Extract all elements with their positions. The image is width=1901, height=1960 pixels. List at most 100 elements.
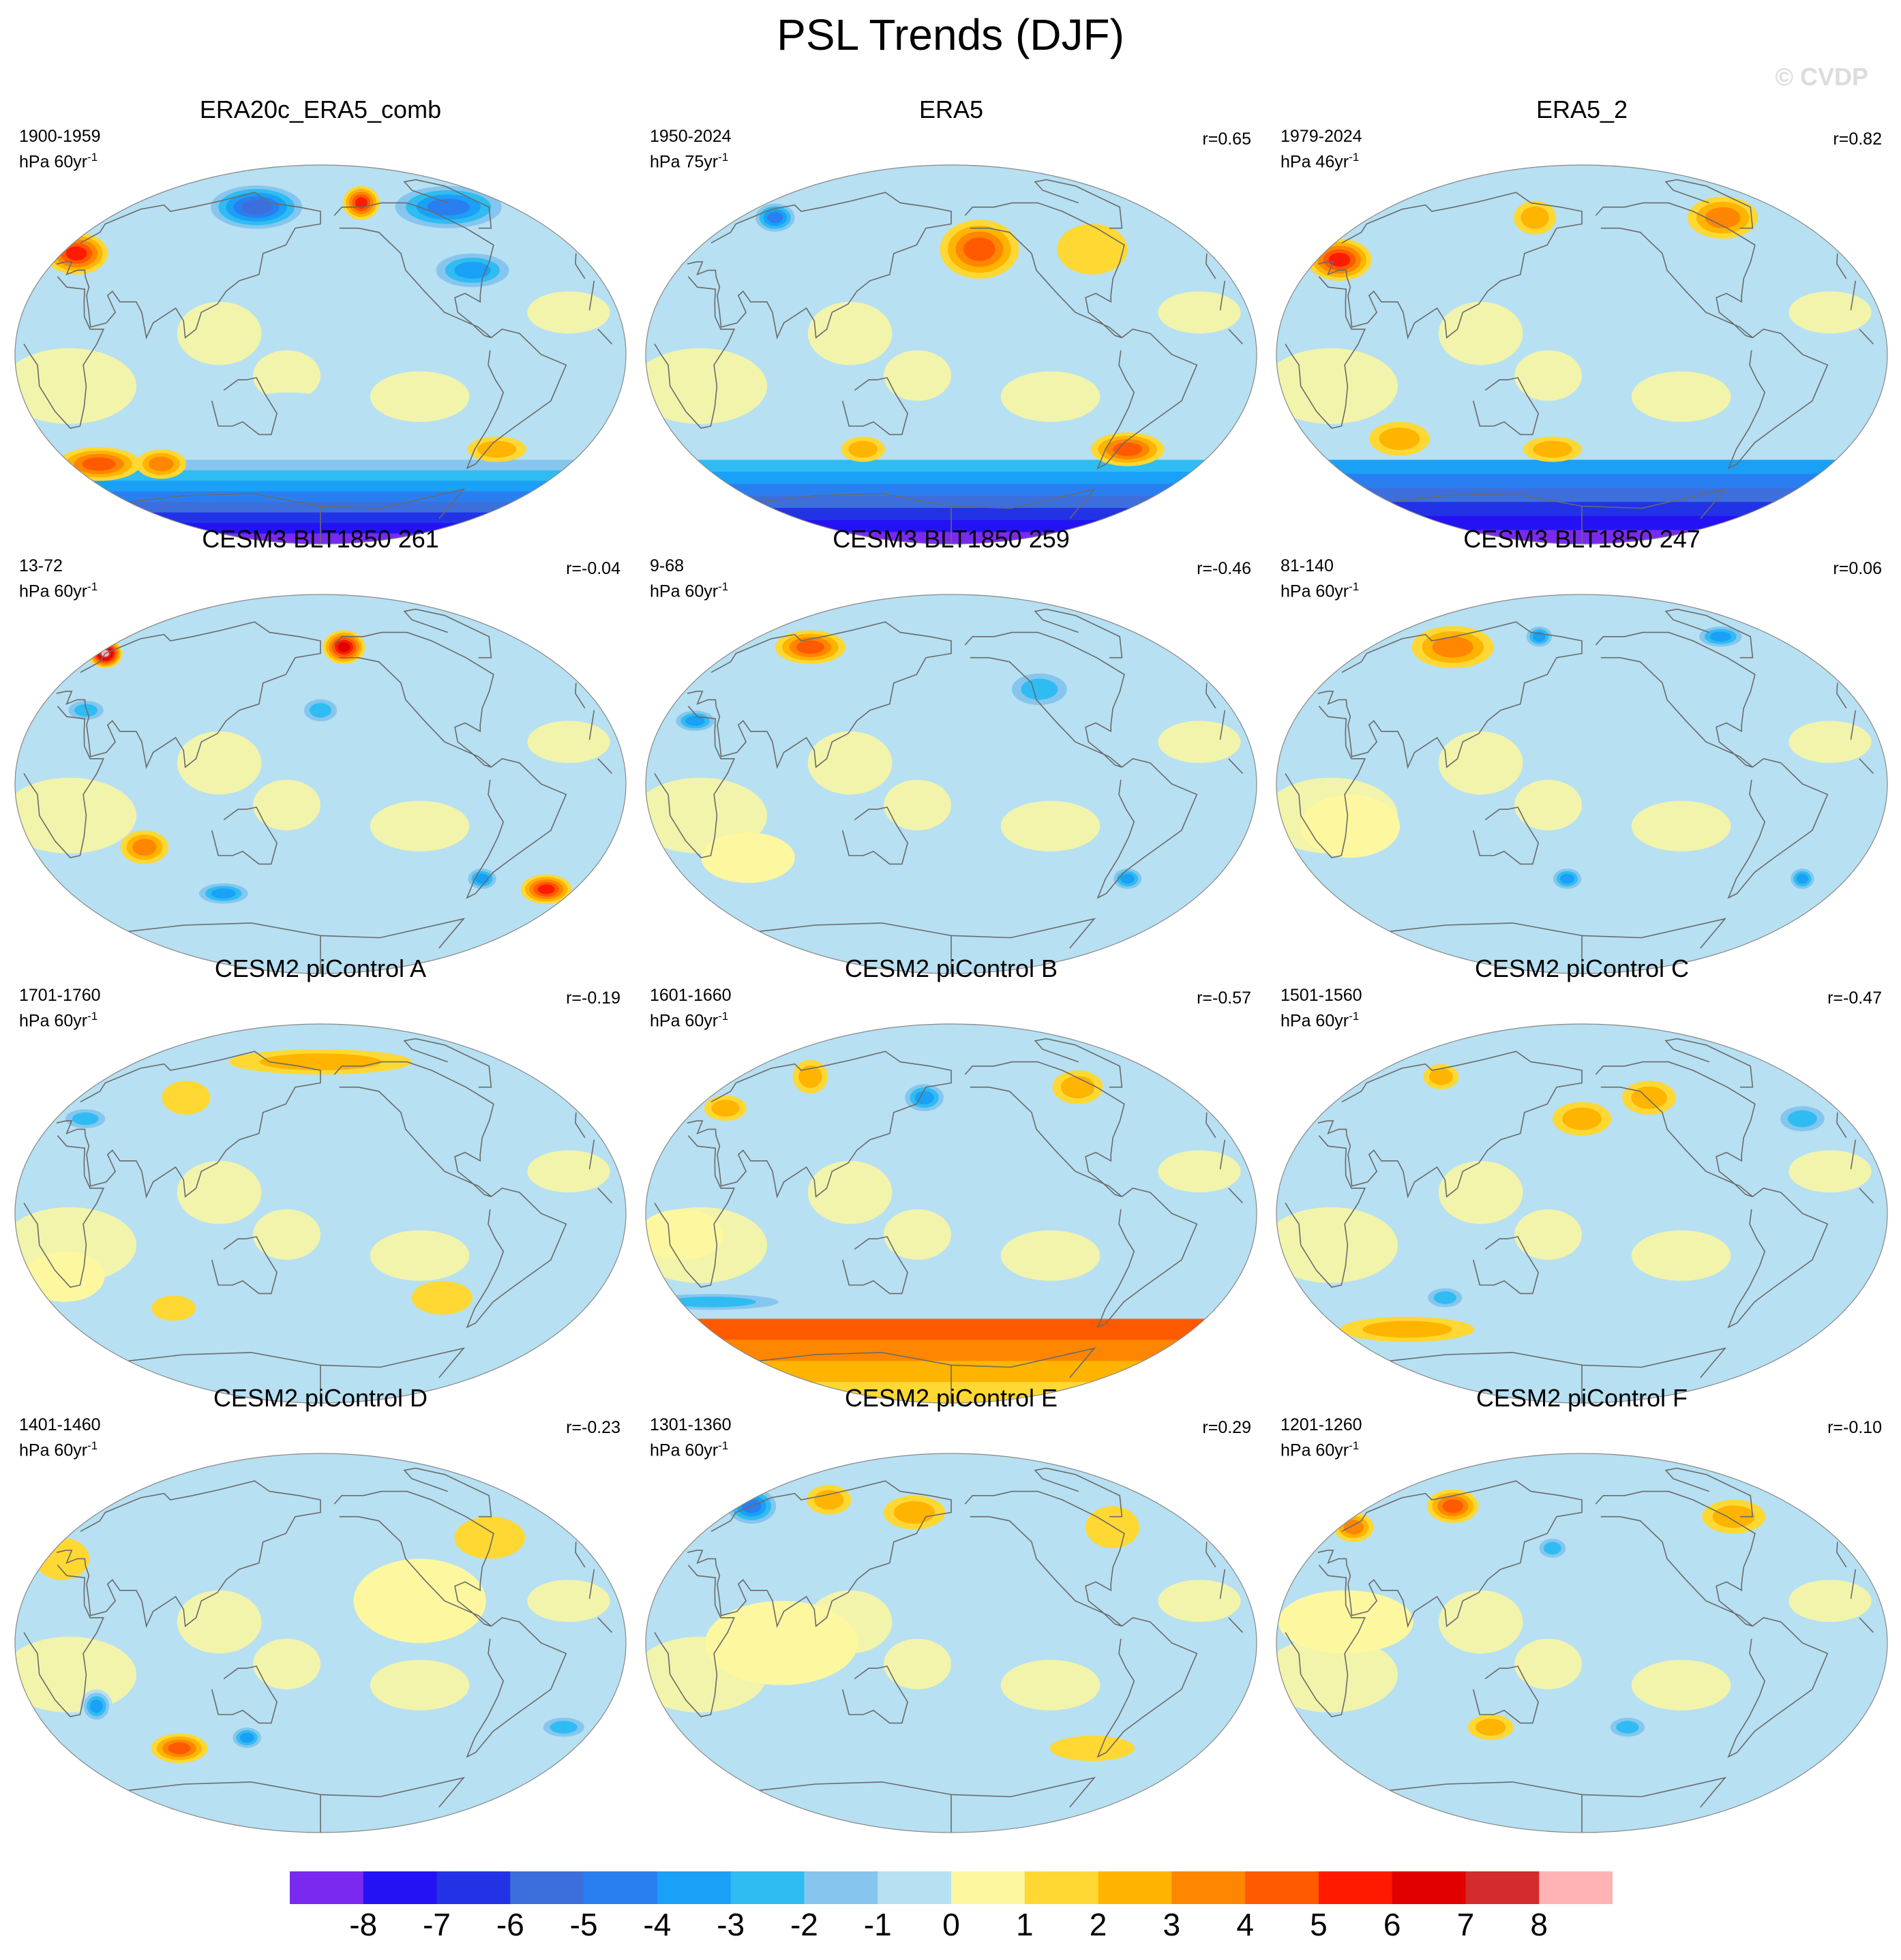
- contour-region: [370, 1230, 470, 1281]
- contour-region: [848, 440, 878, 458]
- coastline-africa: [1285, 706, 1874, 858]
- coastline-greenland: [1664, 1038, 1754, 1088]
- coastline-australia: [841, 377, 908, 436]
- contour-region: [15, 348, 137, 424]
- panel-title: CESM2 piControl F: [1476, 1384, 1688, 1412]
- contour-region: [914, 1091, 934, 1104]
- panel-title: CESM2 piControl A: [214, 954, 427, 982]
- colorbar-swatch: [510, 1871, 584, 1904]
- colorbar-swatch: [804, 1871, 878, 1904]
- coastline-australia: [841, 806, 908, 865]
- panel-correlation: r=0.82: [1833, 130, 1882, 149]
- robinson-map: [14, 1453, 627, 1833]
- contour-region: [1788, 721, 1872, 764]
- colorbar-tick-label: -5: [569, 1907, 598, 1942]
- coastline-greenland: [403, 608, 492, 659]
- contour-region: [1276, 348, 1398, 424]
- coastline-antarctica: [759, 1347, 1096, 1403]
- contour-region: [1514, 1638, 1582, 1689]
- map-border: [1276, 1023, 1888, 1404]
- contour-region: [162, 1081, 211, 1115]
- contour-region: [527, 721, 610, 764]
- coastline-south-america: [466, 1617, 567, 1758]
- colorbar-tick-label: 1: [1015, 1907, 1034, 1942]
- panel-units: hPa 60yr-1: [19, 151, 98, 172]
- contour-region: [1158, 1150, 1241, 1193]
- map-border: [14, 1453, 627, 1833]
- coastline-australia: [211, 1665, 278, 1724]
- colorbar-tick-label: -4: [643, 1907, 672, 1942]
- coastline-greenland: [1034, 1038, 1123, 1088]
- coastline-africa: [23, 276, 612, 429]
- coastline-australia: [841, 1665, 908, 1724]
- coastline-antarctica: [1390, 918, 1727, 974]
- contour-region: [705, 1601, 858, 1685]
- contour-region: [1158, 721, 1241, 764]
- colorbar-swatch: [1245, 1871, 1319, 1904]
- panel-years: 1900-1959: [19, 127, 101, 146]
- contour-region: [1049, 1735, 1135, 1761]
- map-panel: CESM2 piControl F 1201-1260 hPa 60yr-1 r=-0…: [1268, 1384, 1896, 1833]
- colorbar-swatch: [1465, 1871, 1540, 1904]
- robinson-map: [14, 1023, 627, 1404]
- contour-region: [807, 731, 893, 795]
- contour-region: [1631, 371, 1731, 422]
- map-border: [14, 164, 627, 545]
- colorbar-tick-label: 2: [1089, 1907, 1107, 1942]
- coastline-africa: [654, 276, 1243, 429]
- coastline-antarctica: [128, 488, 466, 544]
- contour-region: [1000, 1230, 1101, 1281]
- coastline-antarctica: [128, 918, 466, 974]
- contour-region: [798, 1065, 822, 1088]
- contour-region: [177, 1590, 262, 1654]
- contour-region: [1276, 1636, 1398, 1713]
- map-panel: CESM3 BLT1850 247 81-140 hPa 60yr-1 r=0.06: [1268, 525, 1896, 974]
- contour-region: [665, 1297, 756, 1308]
- map-panel: CESM2 piControl E 1301-1360 hPa 60yr-1 r=0.…: [638, 1384, 1265, 1833]
- colorbar-tick-label: -1: [863, 1907, 892, 1942]
- map-border: [645, 1453, 1257, 1833]
- contour-region: [701, 832, 795, 884]
- contour-region: [132, 839, 157, 856]
- panel-title: CESM2 piControl D: [213, 1384, 428, 1412]
- panel-title: CESM3 BLT1850 247: [1463, 525, 1701, 553]
- contour-region: [253, 350, 321, 401]
- colorbar-swatch: [1539, 1871, 1613, 1904]
- panel-years: 13-72: [19, 556, 63, 575]
- contour-region: [1631, 1659, 1731, 1710]
- contour-region: [646, 1209, 724, 1260]
- contour-region: [1616, 1721, 1639, 1734]
- coastline-greenland: [1664, 608, 1754, 659]
- colorbar-tick-label: -2: [790, 1907, 818, 1942]
- map-border: [1276, 594, 1888, 974]
- colorbar-swatch: [657, 1871, 732, 1904]
- panel-units: hPa 60yr-1: [19, 1439, 98, 1460]
- contour-region: [550, 1721, 578, 1734]
- contour-region: [1514, 1209, 1582, 1260]
- contour-region: [454, 262, 491, 279]
- contour-region: [74, 704, 98, 717]
- contour-region: [884, 1638, 951, 1689]
- contour-region: [1796, 873, 1808, 884]
- map-background: [1276, 594, 1887, 974]
- contour-region: [685, 715, 705, 726]
- map-background: [15, 1453, 626, 1833]
- robinson-map: [1276, 1023, 1888, 1404]
- contour-region: [65, 246, 87, 261]
- contour-region: [90, 1699, 103, 1713]
- map-panel: CESM2 piControl C 1501-1560 hPa 60yr-1 r=-0…: [1268, 954, 1896, 1404]
- colorbar-tick-label: 4: [1236, 1907, 1254, 1942]
- colorbar-tick-label: 8: [1530, 1907, 1548, 1942]
- colorbar-swatch: [951, 1871, 1026, 1904]
- contour-region: [239, 1732, 254, 1743]
- coastline-south-america: [1096, 329, 1198, 470]
- contour-region: [1631, 1086, 1667, 1109]
- coastline-antarctica: [759, 918, 1096, 974]
- map-background: [15, 1024, 626, 1403]
- contour-region: [711, 1100, 740, 1117]
- panel-correlation: r=-0.47: [1827, 989, 1882, 1008]
- contour-region: [767, 211, 783, 224]
- panel-correlation: r=-0.10: [1827, 1418, 1882, 1437]
- coastline-north-america: [333, 631, 494, 768]
- contour-region: [211, 888, 236, 899]
